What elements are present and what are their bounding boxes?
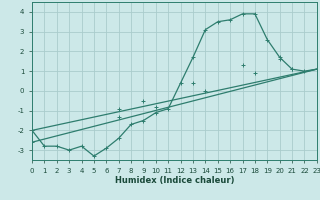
X-axis label: Humidex (Indice chaleur): Humidex (Indice chaleur) bbox=[115, 176, 234, 185]
